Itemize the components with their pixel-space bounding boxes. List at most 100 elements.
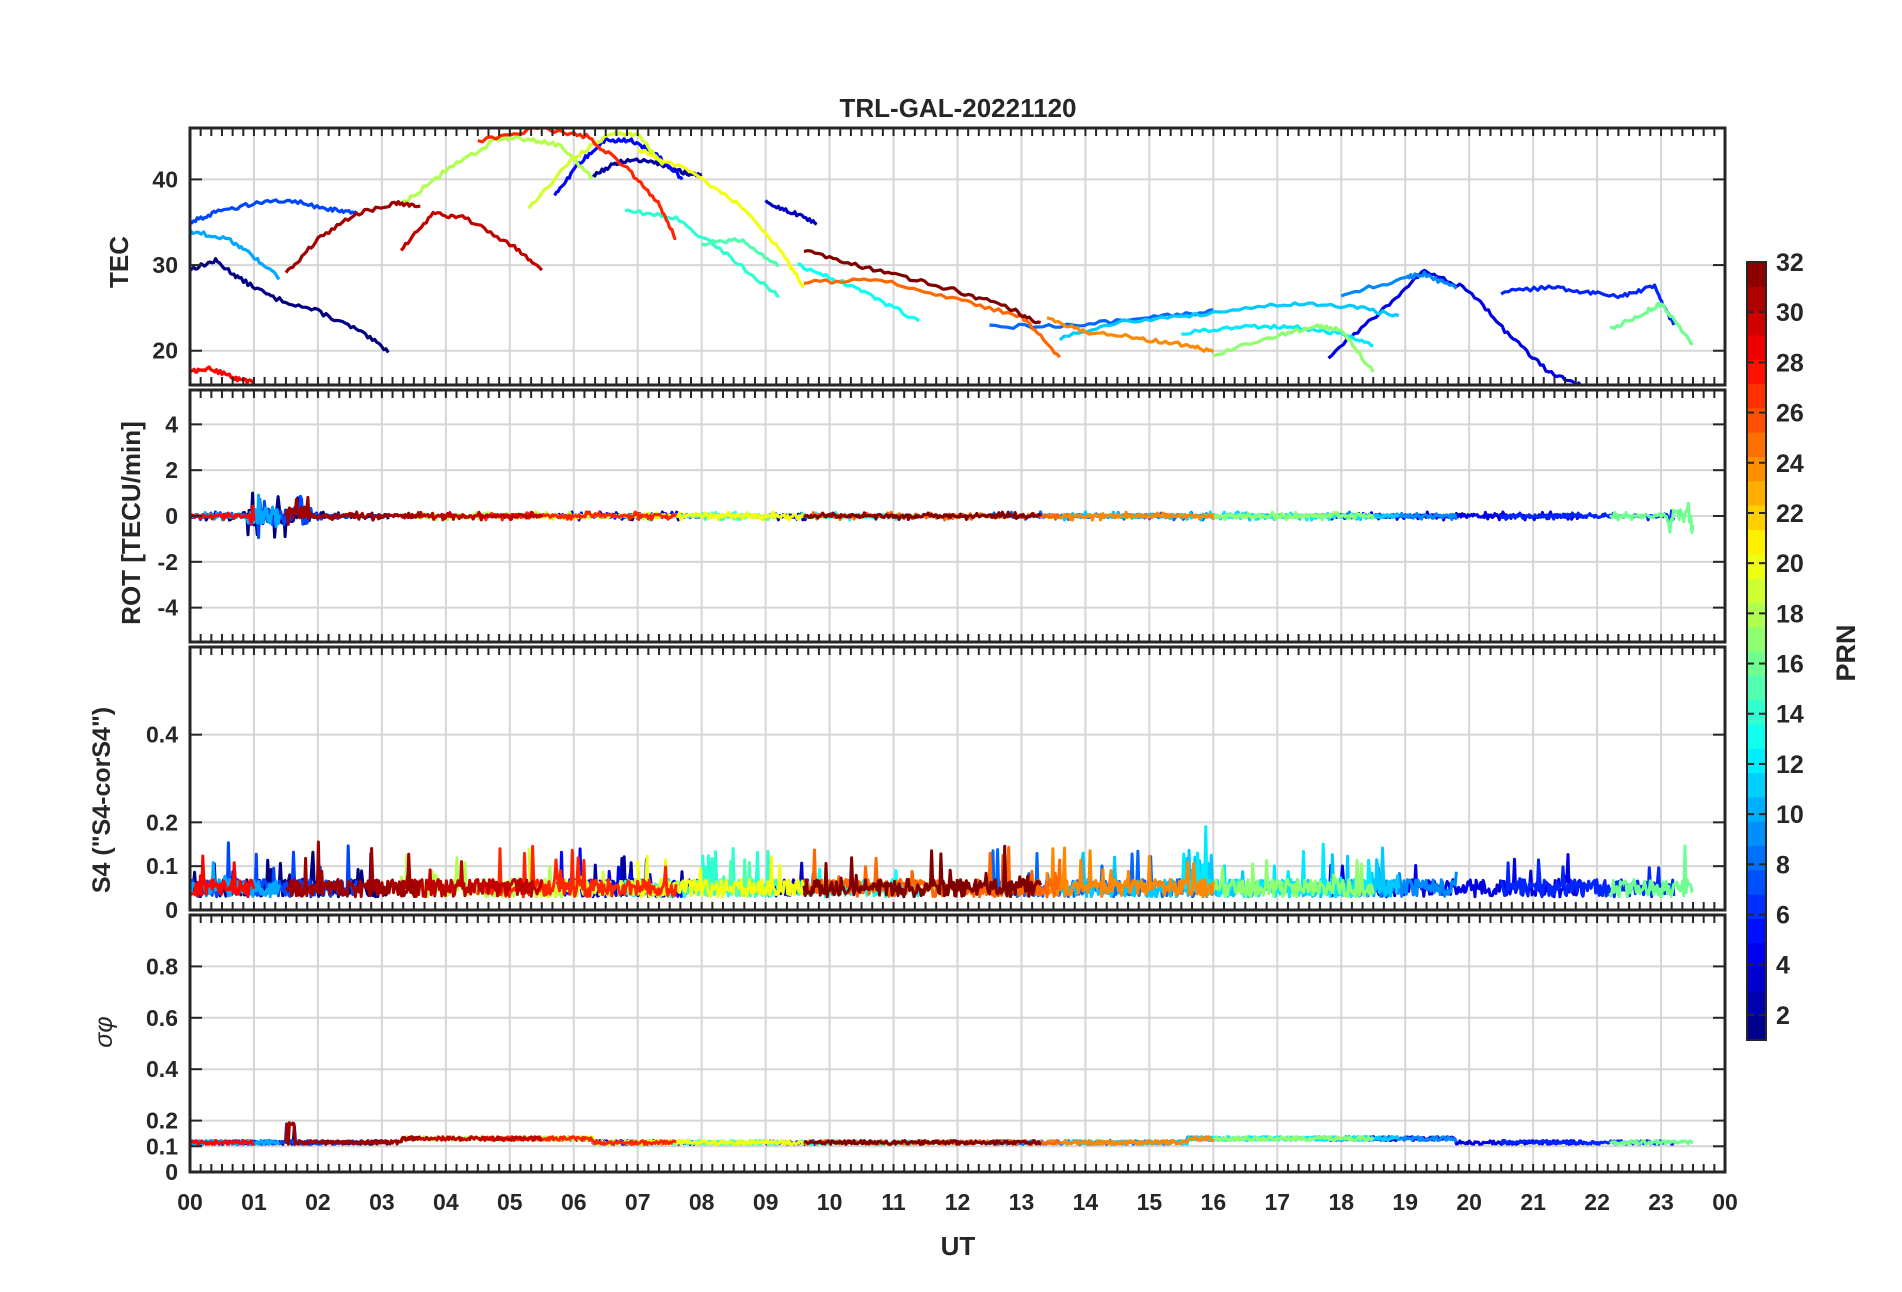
colorbar-tick-label: 30 [1776, 299, 1804, 327]
s4-series-prn-31 [284, 840, 422, 899]
tec-series-prn-19 [527, 130, 665, 210]
x-tick-label: 13 [1009, 1189, 1035, 1215]
rot-series-prn-16 [1609, 501, 1695, 535]
s4-panel: 0 0.1 0.2 0.4 [146, 645, 1727, 923]
x-tick-label: 16 [1201, 1189, 1227, 1215]
tec-series-prn-1 [190, 257, 390, 354]
x-tick-label: 22 [1584, 1189, 1610, 1215]
x-tick-label: 14 [1073, 1189, 1099, 1215]
s4-series-prn-27 [476, 844, 678, 899]
tec-series-prn-10 [190, 229, 281, 281]
colorbar-segment [1747, 699, 1766, 725]
x-tick-label: 05 [497, 1189, 523, 1215]
s4-y-tick-label: 0.4 [146, 722, 178, 748]
s4-series-prn-17 [1211, 859, 1375, 899]
x-tick-label: 19 [1392, 1189, 1418, 1215]
sigma-series-prn-31 [284, 1121, 421, 1146]
colorbar-tick-label: 18 [1776, 600, 1804, 628]
x-tick-label: 15 [1137, 1189, 1163, 1215]
colorbar-segment [1747, 942, 1766, 968]
sigma-series-prn-16 [1609, 1139, 1694, 1146]
x-tick-label: 00 [1712, 1189, 1738, 1215]
x-tick-label: 04 [433, 1189, 459, 1215]
colorbar-segment [1747, 505, 1766, 530]
tec-series-prn-14 [624, 208, 780, 299]
s4-series-prn-15 [700, 858, 780, 898]
rot-panel: 4 2 0 -2 -4 [158, 388, 1727, 644]
colorbar-segment [1747, 407, 1766, 433]
colorbar-tick-label: 12 [1776, 751, 1804, 779]
x-tick-label: 00 [177, 1189, 203, 1215]
s4-series-prn-16 [1608, 844, 1694, 899]
colorbar-segment [1747, 456, 1766, 482]
rot-series-prn-30 [400, 510, 544, 522]
colorbar-segment [1747, 480, 1766, 506]
colorbar-segment [1747, 359, 1766, 385]
colorbar-segment [1747, 334, 1766, 360]
s4-series-prn-32 [802, 844, 1043, 899]
colorbar-segment [1747, 553, 1766, 579]
s4-y-tick-label: 0.1 [146, 853, 178, 879]
colorbar-frame [1746, 261, 1767, 1041]
sigma-axes-box [188, 913, 1727, 1174]
tec-series-prn-30 [399, 210, 544, 272]
sigma-series-group [190, 1121, 1694, 1146]
tec-series-group [190, 128, 1694, 385]
colorbar-segment [1747, 918, 1766, 944]
tec-series-prn-31 [284, 200, 421, 274]
rot-y-tick-label: 0 [165, 503, 178, 529]
s4-series-prn-30 [399, 860, 544, 899]
colorbar-segment [1747, 675, 1766, 701]
colorbar-segment [1747, 1015, 1766, 1041]
s4-series-group [190, 825, 1694, 899]
tec-series-prn-6 [1500, 283, 1676, 326]
colorbar-segment [1747, 723, 1766, 749]
colorbar-segment [1747, 991, 1766, 1017]
tec-series-prn-9 [1340, 270, 1458, 298]
colorbar-segment [1747, 286, 1766, 312]
rot-y-axis-label: ROT [TECU/min] [116, 421, 146, 625]
x-tick-label: 17 [1264, 1189, 1290, 1215]
tec-series-prn-18 [399, 134, 594, 206]
s4-series-prn-28 [190, 854, 256, 899]
colorbar-segment [1747, 772, 1766, 798]
rot-series-group [190, 491, 1695, 540]
colorbar-segment [1747, 578, 1766, 603]
colorbar-tick-label: 8 [1776, 851, 1790, 879]
tec-series-prn-13 [797, 262, 921, 323]
chart-title: TRL-GAL-20221120 [840, 93, 1077, 123]
tec-y-tick-label: 40 [152, 166, 178, 192]
rot-series-prn-24 [1046, 510, 1215, 522]
colorbar-tick-label: 22 [1776, 500, 1804, 528]
x-tick-label: 09 [753, 1189, 779, 1215]
s4-y-tick-label: 0 [165, 897, 178, 923]
s4-axes-box [188, 645, 1727, 912]
colorbar-segment [1747, 845, 1766, 871]
sigma-series-prn-30 [399, 1135, 543, 1144]
x-tick-label: 12 [945, 1189, 971, 1215]
colorbar-segment [1747, 796, 1766, 822]
tec-y-tick-label: 20 [152, 338, 178, 364]
rot-series-prn-17 [1212, 510, 1375, 522]
colorbar-label: PRN [1831, 624, 1861, 681]
tec-series-prn-24 [1046, 316, 1215, 354]
tec-panel: 20 30 40 [152, 126, 1727, 387]
rot-series-prn-31 [284, 495, 421, 526]
sigma-y-tick-label: 0.6 [146, 1005, 178, 1031]
colorbar-tick-label: 6 [1776, 902, 1790, 930]
tec-series-prn-17 [1212, 323, 1375, 373]
colorbar-tick-label: 28 [1776, 349, 1804, 377]
rot-series-prn-32 [803, 510, 1042, 522]
colorbar-segment [1747, 626, 1766, 652]
tec-y-axis-label: TEC [104, 236, 134, 288]
colorbar-tick-label: 26 [1776, 400, 1804, 428]
sigma-series-prn-24 [1045, 1135, 1215, 1146]
x-tick-label: 10 [817, 1189, 843, 1215]
sigma-phi-y-axis-label: σφ [90, 1016, 118, 1047]
colorbar-segment [1747, 383, 1766, 409]
colorbar-tick-label: 4 [1776, 952, 1790, 980]
rot-y-tick-label: -4 [158, 595, 179, 621]
tec-series-prn-20 [636, 148, 805, 289]
tec-series-prn-15 [700, 237, 780, 268]
